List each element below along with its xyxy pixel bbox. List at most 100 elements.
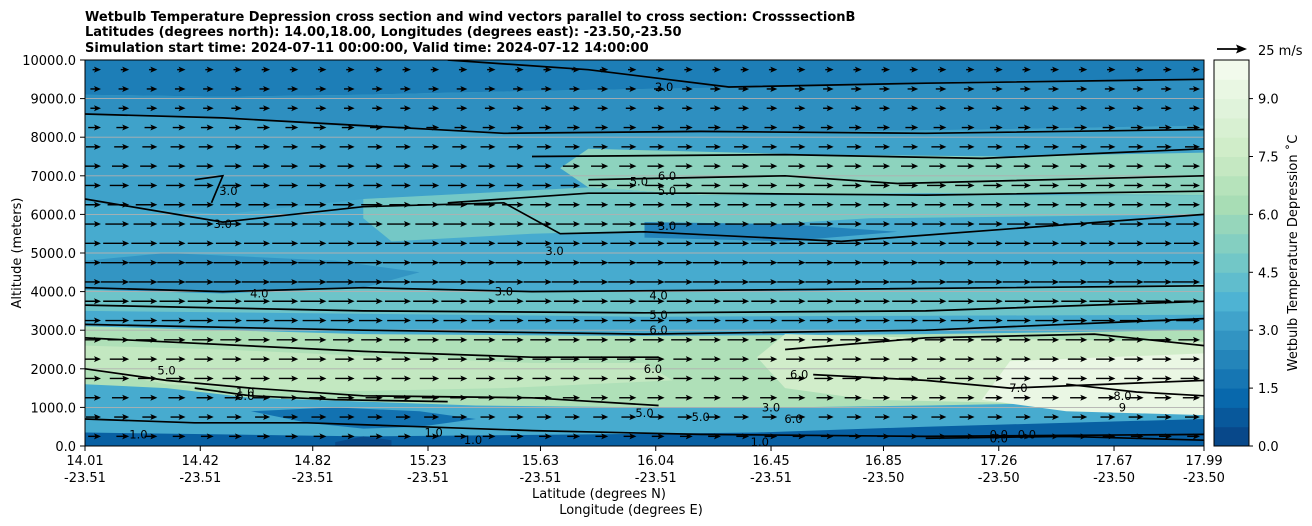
wind-arrow-head [488,124,496,131]
wind-arrow [597,85,609,92]
wind-arrow [480,143,496,150]
wind-arrow-head [742,85,750,92]
wind-arrow [302,221,327,228]
wind-arrow [161,317,186,324]
wind-arrow-head [150,182,158,189]
wind-arrow-head [939,124,947,131]
wind-arrow-head [685,240,693,247]
wind-arrow [952,336,975,343]
wind-arrow-head [1108,124,1116,131]
wind-arrow-head [1052,414,1060,421]
wind-arrow [363,182,383,189]
wind-arrow-head [685,375,693,382]
wind-arrow-head [770,394,778,401]
wind-arrow-head [178,163,186,170]
wind-arrow-head [798,356,806,363]
wind-arrow-head [939,278,947,285]
wind-arrow [1152,356,1172,363]
wind-arrow-head [713,182,721,189]
wind-arrow-head [488,66,496,73]
wind-arrow [1089,298,1116,305]
wind-arrow [1117,240,1144,247]
wind-arrow-head [347,85,355,92]
wind-arrow-head [995,356,1003,363]
wind-arrow-head [347,433,355,440]
wind-arrow-head [742,66,750,73]
wind-arrow-head [1136,356,1144,363]
wind-arrow [1154,163,1172,170]
wind-arrow-head [206,85,214,92]
wind-arrow [612,221,637,228]
wind-arrow-head [798,375,806,382]
wind-arrow [974,278,1003,285]
wind-arrow-head [150,278,158,285]
wind-arrow-head [122,433,130,440]
wind-arrow-head [178,259,186,266]
wind-arrow-head [713,124,721,131]
wind-arrow-head [798,182,806,189]
wind-arrow-head [1193,317,1200,324]
wind-arrow [330,317,355,324]
wind-arrow [528,317,552,324]
wind-arrow-head [1023,66,1031,73]
wind-arrow-head [1164,163,1172,170]
wind-arrow-head [516,433,524,440]
wind-arrow-head [319,182,327,189]
wind-arrow [309,163,327,170]
wind-arrow-head [403,66,411,73]
quiver-key-label: 25 m/s [1258,44,1303,59]
wind-arrow-head [432,414,440,421]
wind-arrow-head [770,105,778,112]
wind-arrow [551,278,581,285]
wind-arrow [166,375,186,382]
wind-arrow [387,221,411,228]
wind-arrow-head [263,182,271,189]
x-tick-label-lat: 14.42 [182,454,219,469]
wind-arrow [875,143,891,150]
wind-arrow-head [150,317,158,324]
wind-arrow-head [234,124,242,131]
wind-arrow-head [601,298,609,305]
wind-arrow [222,375,242,382]
wind-arrow-head [854,433,862,440]
wind-arrow-head [488,182,496,189]
wind-arrow [955,356,975,363]
contour-label-extra: 0.0 [990,427,1008,441]
wind-arrow [1174,298,1200,305]
wind-arrow-head [629,298,637,305]
wind-arrow [1039,182,1060,189]
wind-arrow [508,143,524,150]
wind-arrow-head [939,336,947,343]
wind-arrow-head [1080,317,1088,324]
contour-line-3-0 [194,174,225,204]
wind-arrow [328,240,355,247]
wind-arrow-head [995,278,1003,285]
wind-arrow [499,317,524,324]
wind-arrow [582,240,609,247]
wind-arrow [807,240,834,247]
wind-arrow [823,105,834,112]
wind-arrow-head [1080,66,1088,73]
wind-arrow [129,278,158,285]
contour-line-5-0 [85,300,1204,314]
wind-arrow-head [1136,278,1144,285]
wind-arrow [554,298,581,305]
wind-arrow [1061,240,1088,247]
wind-arrow-head [629,317,637,324]
wind-arrow [185,278,214,285]
wind-arrow-head [403,336,411,343]
wind-arrow-head [911,259,919,266]
wind-arrow [1133,85,1144,92]
y-tick-label: 8000.0 [31,131,77,146]
wind-arrow [330,221,355,228]
wind-arrow-head [601,105,609,112]
wind-arrow [445,201,468,208]
wind-arrow [473,336,496,343]
contour-labels: 2.06.05.05.03.0 3.03.03.04.0 4.05.06.06.0 6… [129,80,1131,449]
wind-arrow [694,240,721,247]
wind-arrow [682,105,693,112]
wind-arrow [335,182,355,189]
wind-arrow [300,240,327,247]
wind-arrow-head [798,278,806,285]
wind-arrow [974,259,1003,266]
